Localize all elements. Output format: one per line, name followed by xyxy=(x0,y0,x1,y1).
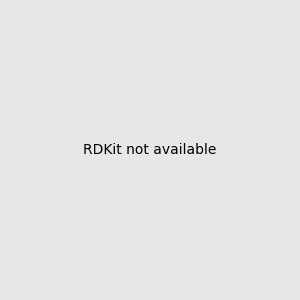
Text: RDKit not available: RDKit not available xyxy=(83,143,217,157)
